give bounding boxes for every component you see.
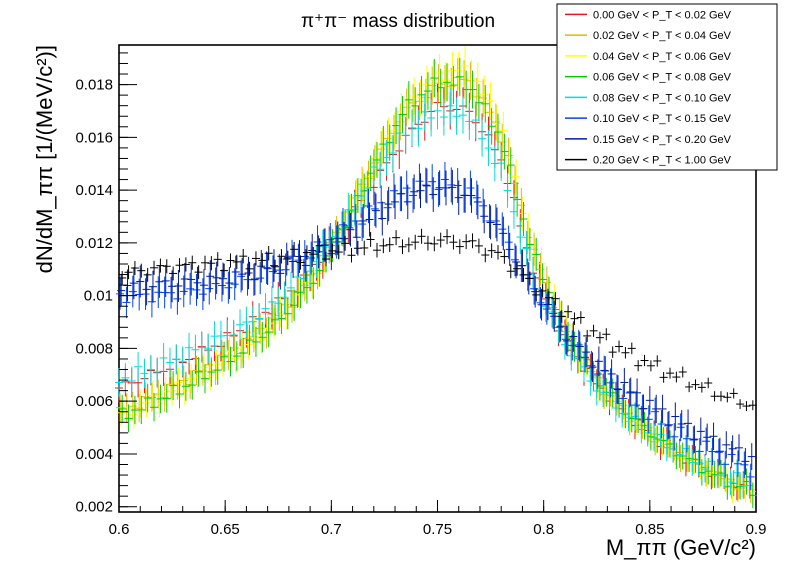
x-tick-label: 0.85 [635, 521, 664, 538]
y-tick-label: 0.006 [75, 393, 113, 410]
y-tick-label: 0.002 [75, 499, 113, 516]
y-tick-label: 0.018 [75, 77, 113, 94]
x-tick-label: 0.75 [423, 521, 452, 538]
legend-label: 0.00 GeV < P_T < 0.02 GeV [593, 9, 732, 21]
chart-title: π⁺π⁻ mass distribution [301, 11, 495, 32]
legend: 0.00 GeV < P_T < 0.02 GeV 0.02 GeV < P_T … [556, 3, 778, 171]
y-tick-label: 0.004 [75, 446, 113, 463]
legend-label: 0.04 GeV < P_T < 0.06 GeV [593, 51, 732, 63]
legend-label: 0.15 GeV < P_T < 0.20 GeV [593, 134, 732, 146]
axis-layer: 0.6 0.65 0.7 0.75 0.8 0.85 0.9 0.002 0.004 0.006 0… [75, 52, 767, 538]
legend-label: 0.10 GeV < P_T < 0.15 GeV [593, 113, 732, 125]
series-4 [118, 57, 757, 509]
series-5 [115, 87, 754, 499]
legend-label: 0.20 GeV < P_T < 1.00 GeV [593, 155, 732, 167]
x-tick-label: 0.65 [211, 521, 240, 538]
series-8 [118, 228, 757, 412]
legend-label: 0.06 GeV < P_T < 0.08 GeV [593, 72, 732, 84]
legend-label: 0.08 GeV < P_T < 0.10 GeV [593, 92, 732, 104]
y-tick-label: 0.016 [75, 129, 113, 146]
marks-layer [115, 46, 757, 509]
x-tick-label: 0.9 [746, 521, 767, 538]
legend-box [556, 3, 778, 171]
x-tick-label: 0.8 [533, 521, 554, 538]
x-axis-title: M_ππ (GeV/c²) [606, 535, 756, 560]
legend-label: 0.02 GeV < P_T < 0.04 GeV [593, 30, 732, 42]
x-tick-label: 0.6 [109, 521, 130, 538]
y-tick-label: 0.008 [75, 340, 113, 357]
y-axis-title: dN/dM_ππ [1/(MeV/c²)] [32, 45, 57, 273]
y-tick-label: 0.012 [75, 235, 113, 252]
y-tick-label: 0.01 [84, 288, 113, 305]
series-6 [116, 161, 755, 491]
x-tick-label: 0.7 [321, 521, 342, 538]
y-tick-label: 0.014 [75, 182, 113, 199]
